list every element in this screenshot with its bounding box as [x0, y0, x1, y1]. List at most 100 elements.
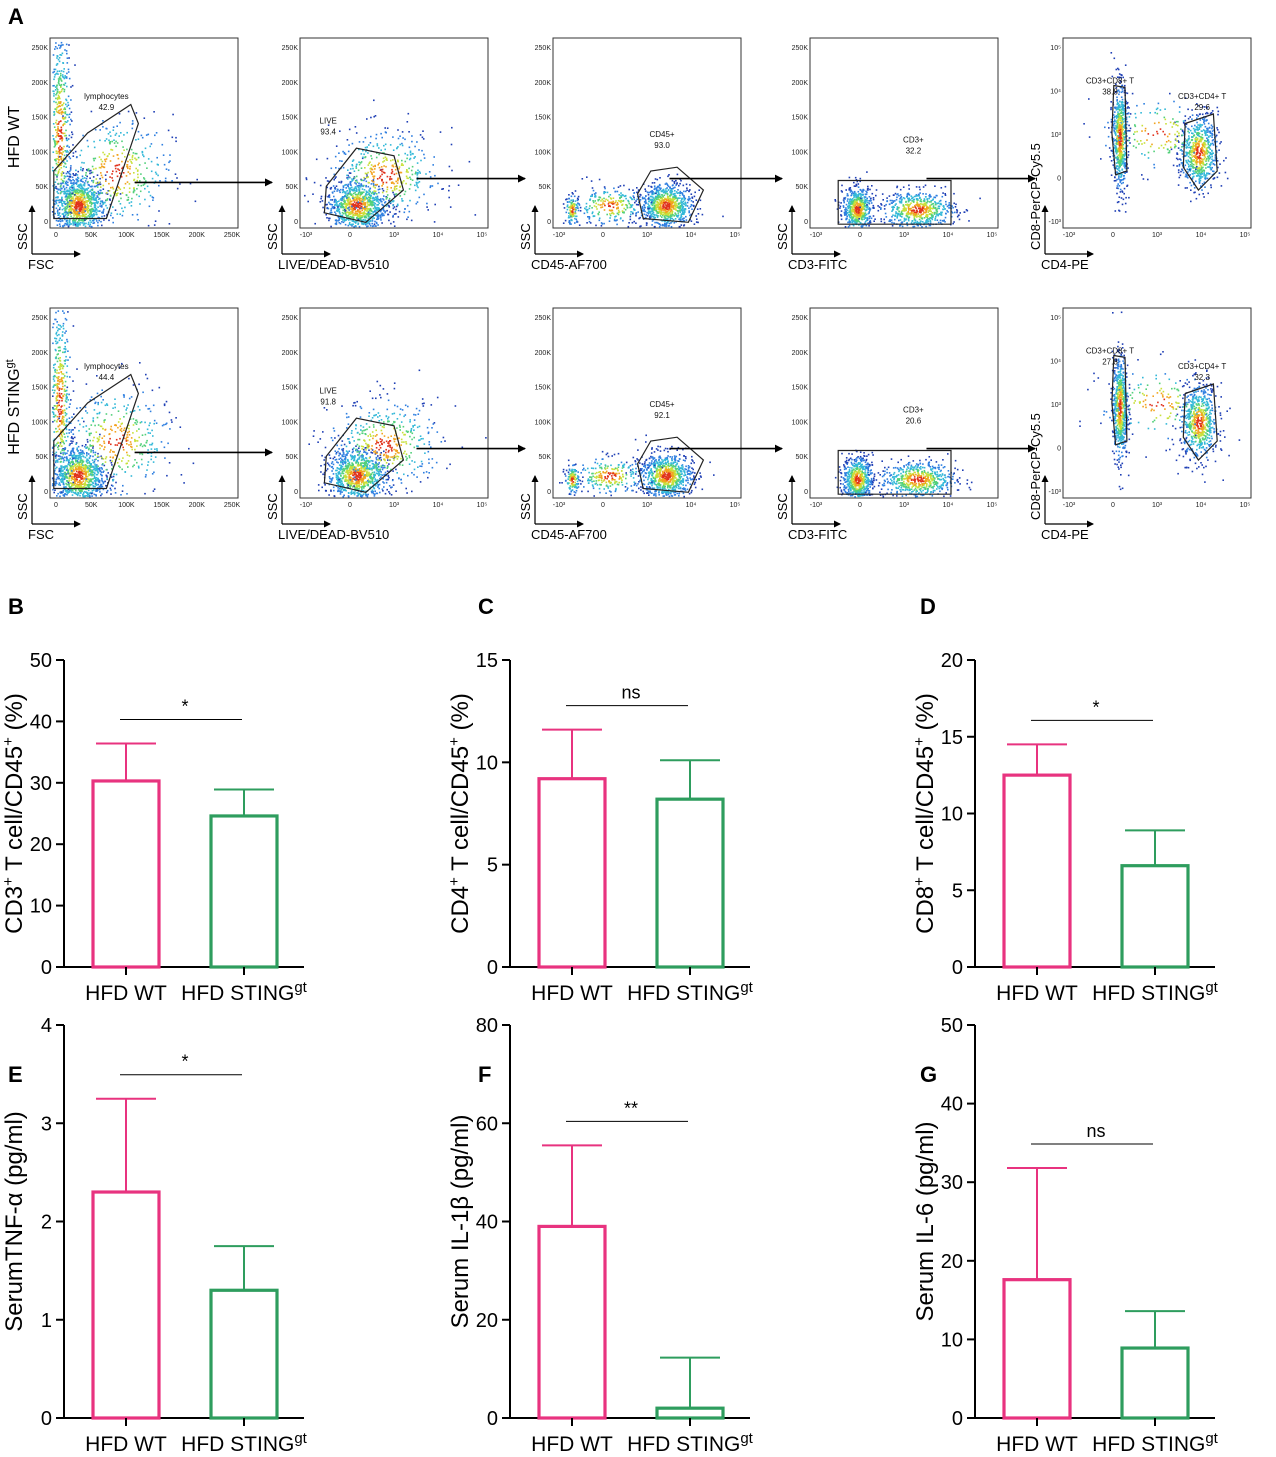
- event-dot: [345, 205, 348, 208]
- event-dot: [63, 77, 66, 80]
- event-dot: [385, 181, 388, 184]
- event-dot: [380, 149, 382, 151]
- event-dot: [80, 166, 82, 169]
- event-dot: [662, 205, 664, 208]
- event-dot: [564, 219, 567, 222]
- event-dot: [86, 195, 89, 197]
- event-dot: [72, 218, 75, 221]
- event-dot: [664, 224, 666, 226]
- event-dot: [898, 200, 901, 203]
- event-dot: [896, 196, 898, 199]
- event-dot: [854, 201, 857, 203]
- event-dot: [333, 201, 336, 203]
- event-dot: [694, 191, 696, 194]
- event-dot: [363, 189, 366, 191]
- event-dot: [665, 211, 667, 214]
- event-dot: [854, 211, 856, 214]
- event-dot: [59, 54, 61, 56]
- event-dot: [61, 153, 64, 156]
- event-dot: [88, 197, 90, 200]
- event-dot: [669, 198, 671, 201]
- event-dot: [63, 107, 66, 109]
- event-dot: [680, 224, 683, 226]
- event-dot: [620, 194, 622, 197]
- event-dot: [132, 190, 135, 193]
- event-dot: [877, 209, 880, 212]
- event-dot: [673, 181, 676, 183]
- event-dot: [154, 220, 157, 222]
- event-dot: [856, 219, 859, 221]
- event-dot: [80, 205, 82, 207]
- event-dot: [386, 188, 389, 191]
- event-dot: [72, 152, 75, 154]
- event-dot: [844, 198, 846, 200]
- event-dot: [929, 207, 932, 209]
- event-dot: [102, 184, 105, 187]
- event-dot: [907, 199, 910, 202]
- event-dot: [333, 198, 336, 201]
- event-dot: [127, 160, 129, 163]
- event-dot: [854, 176, 857, 179]
- event-dot: [121, 140, 123, 143]
- event-dot: [914, 204, 916, 207]
- event-dot: [58, 57, 61, 59]
- event-dot: [103, 215, 106, 217]
- event-dot: [98, 193, 100, 196]
- event-dot: [665, 217, 667, 219]
- event-dot: [930, 199, 933, 202]
- event-dot: [682, 211, 684, 213]
- event-dot: [56, 85, 58, 87]
- event-dot: [637, 189, 640, 191]
- event-dot: [89, 219, 91, 222]
- event-dot: [80, 219, 83, 221]
- event-dot: [334, 219, 337, 222]
- event-dot: [370, 192, 373, 194]
- event-dot: [858, 211, 861, 214]
- event-dot: [613, 218, 616, 221]
- event-dot: [105, 199, 108, 201]
- event-dot: [330, 225, 332, 228]
- event-dot: [88, 215, 91, 218]
- event-dot: [355, 207, 358, 209]
- event-dot: [346, 194, 349, 196]
- event-dot: [845, 203, 848, 206]
- event-dot: [674, 205, 677, 208]
- event-dot: [68, 44, 70, 46]
- event-dot: [657, 212, 660, 214]
- event-dot: [328, 196, 331, 199]
- event-dot: [70, 182, 72, 184]
- event-dot: [681, 206, 683, 208]
- event-dot: [353, 189, 356, 192]
- event-dot: [669, 208, 672, 211]
- event-dot: [379, 214, 382, 217]
- event-dot: [133, 189, 136, 192]
- event-dot: [585, 208, 587, 211]
- event-dot: [69, 196, 72, 198]
- event-dot: [79, 207, 81, 210]
- event-dot: [392, 216, 394, 218]
- event-dot: [351, 178, 353, 180]
- event-dot: [52, 54, 55, 56]
- event-dot: [55, 121, 57, 124]
- event-dot: [131, 154, 134, 157]
- event-dot: [655, 203, 657, 206]
- event-dot: [66, 199, 68, 202]
- event-dot: [71, 201, 74, 203]
- event-dot: [382, 161, 384, 163]
- event-dot: [369, 208, 372, 211]
- event-dot: [66, 113, 68, 116]
- event-dot: [66, 62, 69, 64]
- event-dot: [376, 178, 379, 180]
- event-dot: [347, 197, 350, 200]
- event-dot: [416, 174, 419, 176]
- event-dot: [73, 182, 75, 184]
- event-dot: [351, 204, 353, 206]
- event-dot: [52, 151, 55, 153]
- event-dot: [61, 111, 64, 114]
- event-dot: [679, 192, 681, 194]
- event-dot: [68, 187, 71, 190]
- event-dot: [862, 191, 864, 193]
- event-dot: [600, 200, 602, 202]
- event-dot: [386, 159, 388, 161]
- event-dot: [680, 200, 682, 202]
